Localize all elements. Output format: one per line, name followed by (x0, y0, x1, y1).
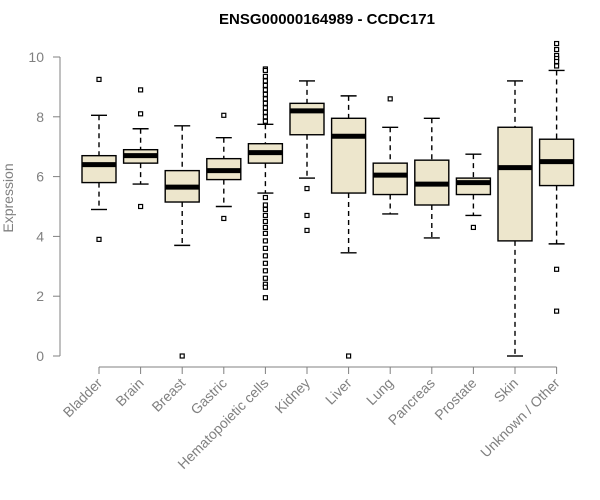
outlier-point (262, 253, 268, 259)
outlier-point (262, 100, 268, 106)
box-hematopoietic-cells (247, 66, 284, 301)
outlier-point (304, 212, 310, 219)
outlier-point (221, 112, 227, 118)
outlier-point (262, 73, 268, 80)
outlier-point (221, 215, 227, 222)
outlier-point (304, 227, 310, 234)
outlier-point (96, 236, 102, 242)
outlier-point (470, 224, 476, 231)
x-tick-label: Brain (112, 375, 146, 409)
iqr-box (497, 126, 533, 242)
outlier-point (262, 87, 268, 93)
box-gastric (206, 112, 242, 222)
outlier-point (262, 295, 268, 301)
outlier-point (553, 46, 560, 53)
outlier-point (262, 118, 268, 124)
outlier-point (138, 111, 144, 117)
x-tick-label: Liver (322, 375, 355, 408)
outlier-point (96, 76, 102, 83)
y-tick-label: 4 (36, 228, 44, 244)
box-brain (122, 87, 159, 210)
outlier-point (262, 78, 268, 84)
box-lung (372, 96, 408, 215)
y-axis: 0 2 4 6 8 10 (28, 49, 61, 364)
outlier-point (262, 224, 268, 231)
y-tick-label: 10 (28, 49, 44, 65)
box-group (81, 40, 575, 359)
box-bladder (81, 76, 117, 242)
outlier-point (262, 284, 268, 290)
outlier-point (262, 206, 268, 213)
y-tick-label: 2 (36, 288, 44, 304)
outlier-point (553, 58, 560, 65)
box-unknown-other (538, 40, 575, 314)
outlier-point (262, 218, 268, 225)
outlier-point (262, 230, 268, 237)
outlier-point (262, 245, 268, 251)
outlier-point (262, 96, 268, 102)
x-tick-label: Prostate (431, 375, 479, 423)
box-prostate (455, 153, 492, 231)
x-tick-label: Bladder (60, 375, 106, 421)
outlier-point (179, 353, 185, 359)
outlier-point (553, 266, 560, 272)
outlier-point (387, 96, 393, 102)
outlier-point (262, 268, 268, 274)
outlier-point (553, 63, 560, 69)
x-tick-label: Unknown / Other (477, 375, 563, 461)
outlier-point (262, 260, 268, 266)
x-tick-label: Kidney (272, 375, 314, 417)
y-axis-label: Expression (0, 163, 16, 232)
chart-title: ENSG00000164989 - CCDC171 (219, 11, 435, 28)
x-tick-label: Lung (363, 375, 396, 408)
outlier-point (262, 109, 268, 115)
outlier-point (262, 82, 268, 89)
outlier-point (262, 105, 268, 111)
box-breast (164, 125, 200, 359)
iqr-box (372, 162, 408, 196)
outlier-point (262, 202, 268, 208)
outlier-point (138, 203, 144, 210)
outlier-point (262, 67, 268, 74)
outlier-point (262, 194, 268, 201)
box-skin (497, 80, 533, 357)
outlier-point (262, 275, 268, 281)
iqr-box (81, 154, 117, 184)
outlier-point (262, 212, 268, 219)
outlier-point (138, 87, 144, 93)
y-tick-label: 6 (36, 169, 44, 185)
box-kidney (289, 80, 325, 234)
outlier-point (262, 238, 268, 244)
y-tick-label: 8 (36, 109, 44, 125)
outlier-point (553, 40, 560, 47)
box-liver (330, 95, 367, 359)
y-tick-label: 0 (36, 348, 44, 364)
box-pancreas (414, 117, 450, 239)
outlier-point (262, 91, 268, 97)
outlier-point (304, 185, 310, 192)
iqr-box (330, 117, 367, 194)
outlier-point (553, 308, 560, 314)
outlier-point (262, 114, 268, 120)
iqr-box (289, 102, 325, 136)
x-tick-label: Skin (491, 375, 522, 406)
x-tick-label: Breast (148, 375, 188, 415)
outlier-point (346, 353, 352, 359)
